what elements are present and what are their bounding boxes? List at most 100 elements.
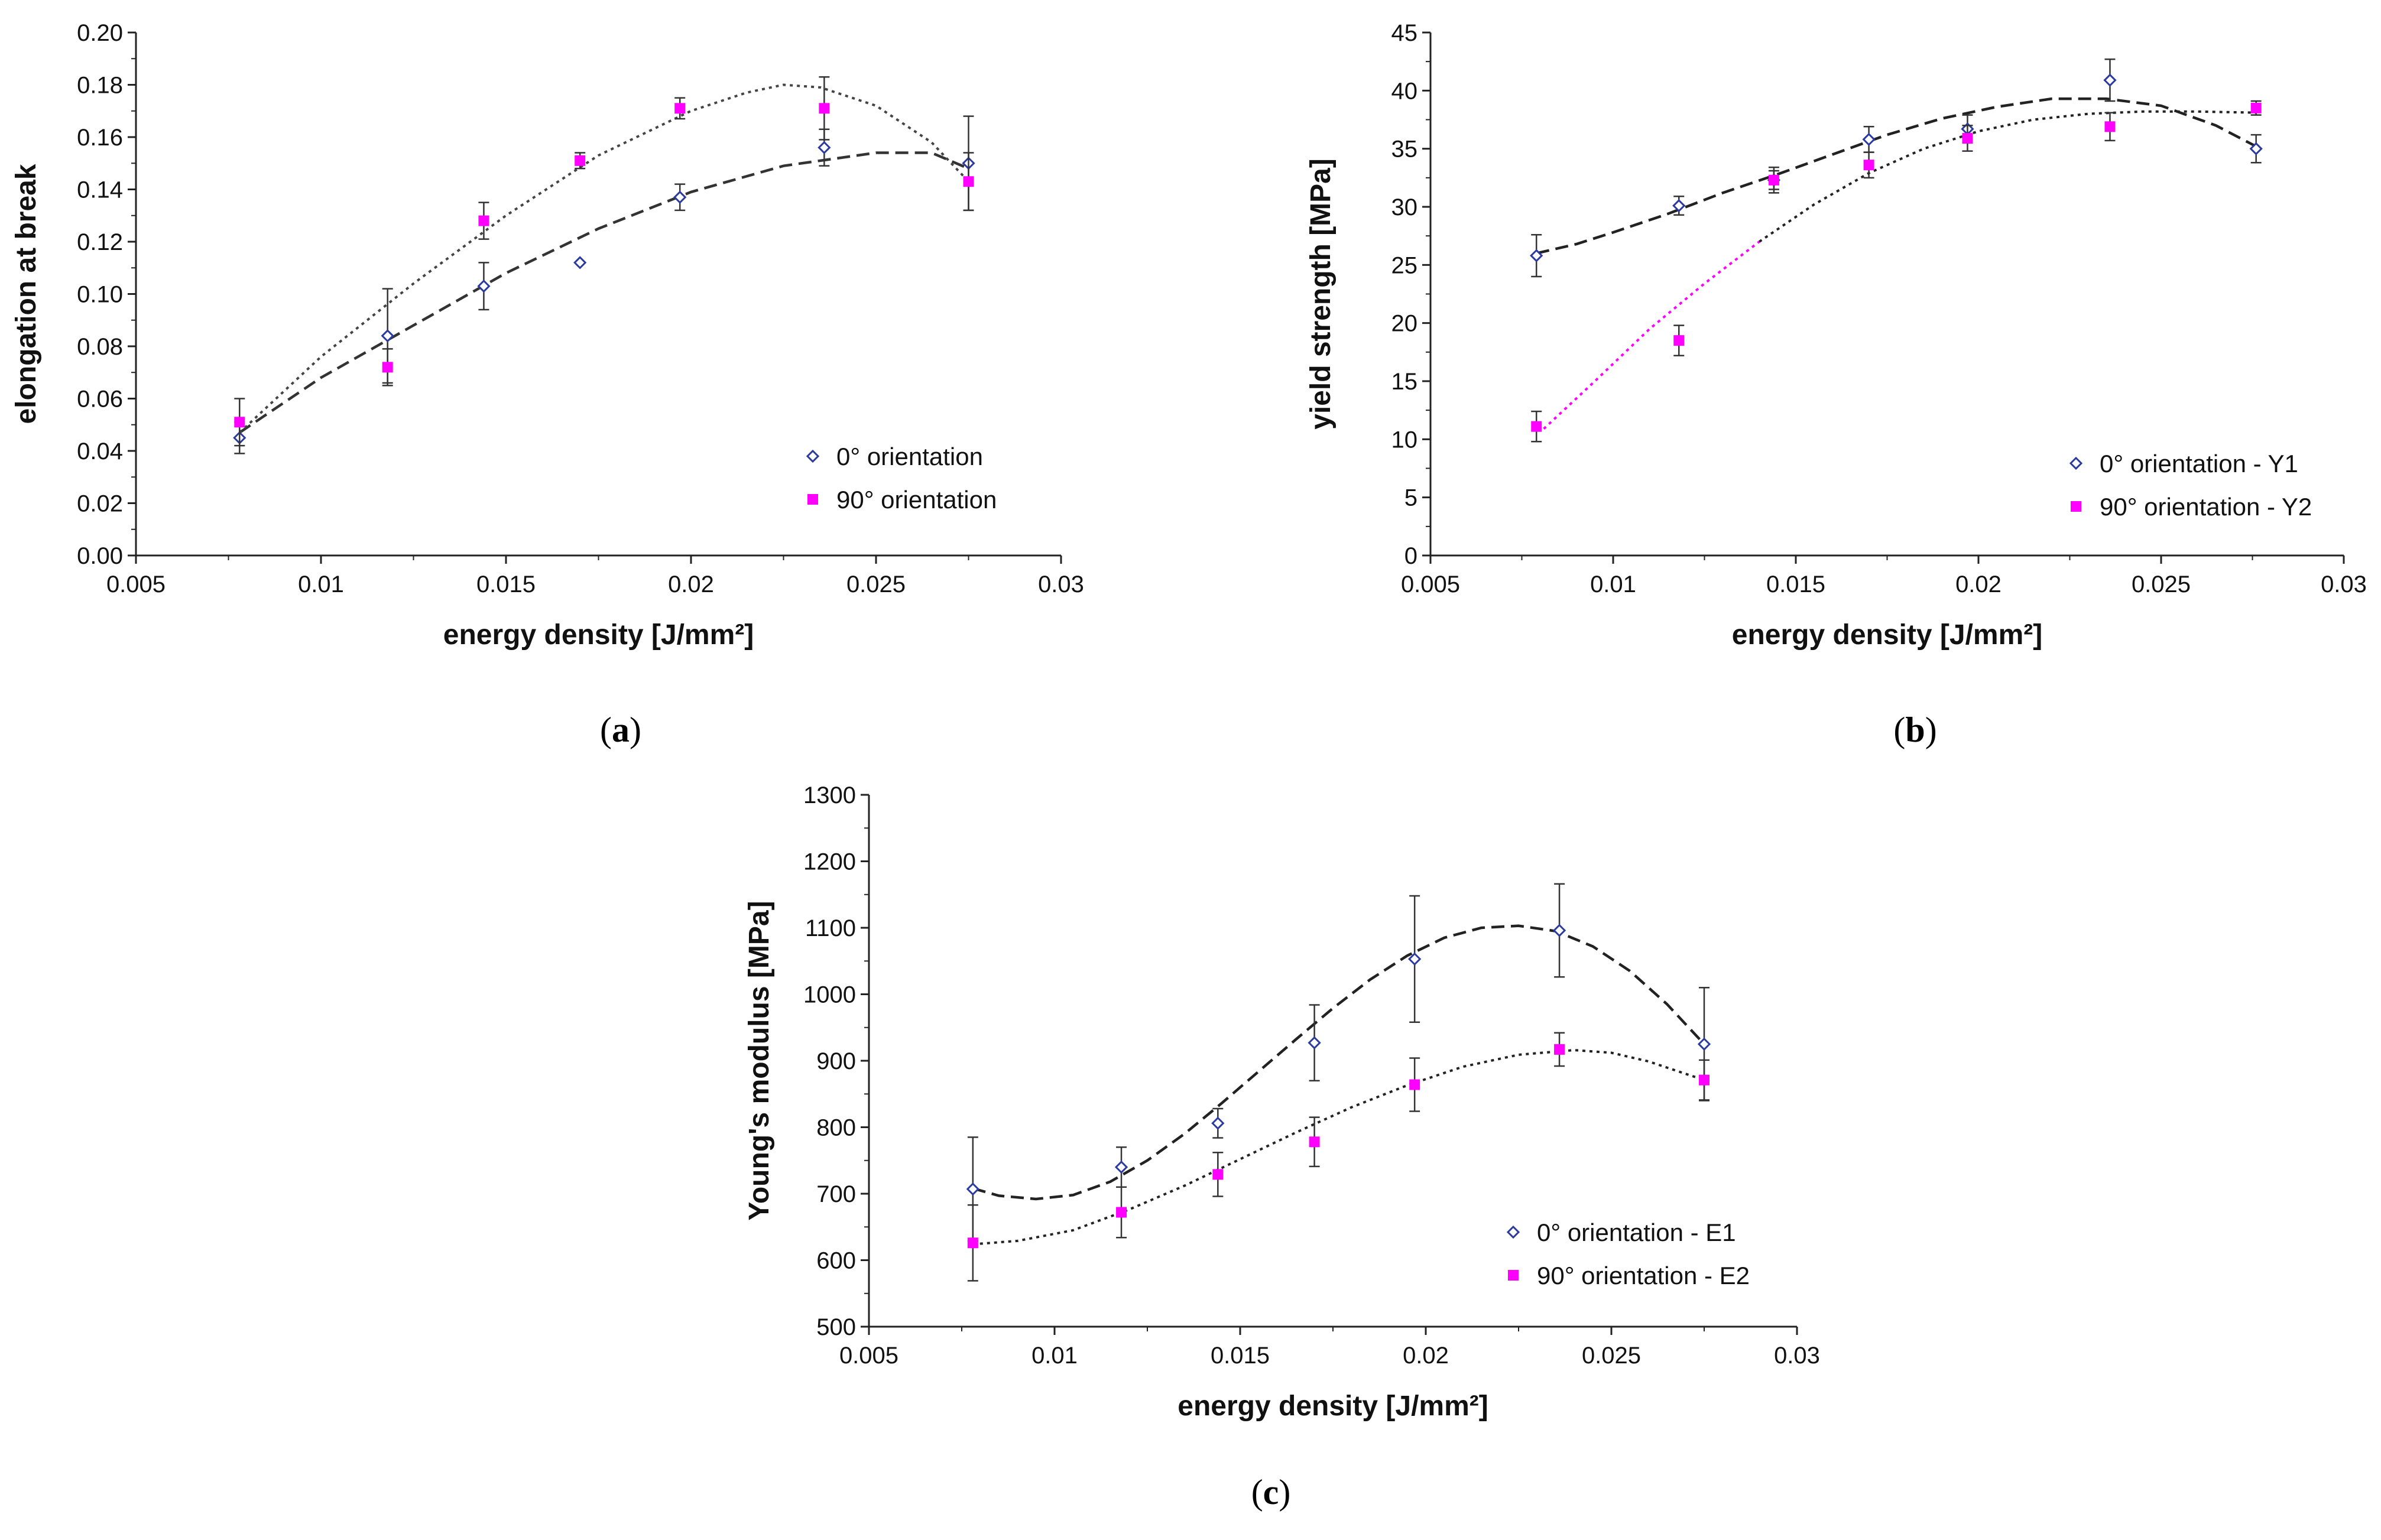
y-tick-label: 45: [1391, 20, 1418, 46]
data-point: [1672, 199, 1686, 213]
y-tick-label: 0.18: [77, 73, 123, 99]
x-tick-label: 0.01: [1031, 1343, 1078, 1369]
data-point: [234, 417, 245, 428]
data-point: [674, 103, 686, 114]
series-0-orientation: [966, 883, 1711, 1242]
legend: 0° orientation 90° orientation: [806, 443, 997, 514]
legend: 0° orientation - Y1 90° orientation - Y2: [2069, 450, 2312, 521]
y-tick-label: 600: [816, 1248, 856, 1274]
data-point: [1673, 335, 1685, 346]
x-tick-label: 0.015: [476, 571, 536, 597]
fit-curve: [972, 924, 1705, 1201]
y-tick-label: 40: [1391, 78, 1418, 104]
data-point: [477, 280, 491, 293]
x-axis-title: energy density [J/mm²]: [1177, 1390, 1488, 1422]
y-axis-title: yield strength [MPa]: [1305, 158, 1337, 430]
data-point: [1409, 1079, 1420, 1090]
y-tick-label: 0.10: [77, 282, 123, 308]
x-tick-label: 0.025: [2132, 571, 2191, 597]
y-tick-label: 30: [1391, 194, 1418, 220]
data-point: [673, 190, 687, 204]
y-tick-label: 500: [816, 1314, 856, 1340]
data-point: [1552, 924, 1566, 937]
data-point: [1962, 132, 1973, 144]
panel-a: 0.005 0.01 0.015 0.02 0.025 0.03 0.00 0.02 0.04 0…: [11, 20, 1084, 749]
x-tick-label: 0.005: [106, 571, 166, 597]
data-point: [1408, 952, 1422, 966]
legend-marker: [2071, 501, 2081, 512]
legend-entry: 90° orientation - Y2: [2100, 493, 2312, 521]
fit-curve: [238, 83, 969, 434]
data-point: [1116, 1207, 1127, 1218]
x-axis-title: energy density [J/mm²]: [1732, 619, 2042, 651]
panel-c: 0.005 0.01 0.015 0.02 0.025 0.03 500 600 700 800 9…: [744, 782, 1820, 1512]
y-tick-label: 0.14: [77, 177, 123, 203]
data-point: [1697, 1037, 1711, 1051]
y-tick-label: 5: [1404, 485, 1417, 511]
data-point: [1768, 174, 1779, 186]
data-point: [2103, 73, 2117, 87]
data-point: [382, 362, 393, 373]
x-tick-label: 0.005: [1401, 571, 1460, 597]
legend-entry: 0° orientation: [836, 443, 983, 470]
y-tick-label: 0.08: [77, 334, 123, 360]
y-tick-label: 1200: [803, 849, 856, 875]
y-tick-label: 25: [1391, 252, 1418, 278]
x-axis-title: energy density [J/mm²]: [443, 619, 754, 651]
legend-entry: 90° orientation - E2: [1537, 1262, 1750, 1289]
data-point: [478, 215, 489, 226]
series-90-orientation: [234, 76, 974, 447]
x-tick-label: 0.01: [298, 571, 344, 597]
data-point: [2249, 142, 2263, 155]
y-tick-label: 800: [816, 1115, 856, 1141]
x-tick-label: 0.025: [1582, 1343, 1641, 1369]
data-point: [2104, 121, 2116, 132]
legend-marker: [807, 494, 818, 505]
data-point: [1530, 249, 1543, 262]
data-point: [1308, 1036, 1321, 1050]
legend-marker: [1508, 1270, 1519, 1281]
x-tick-label: 0.02: [1955, 571, 2002, 597]
legend-entry: 0° orientation - Y1: [2100, 450, 2298, 477]
legend-marker: [806, 449, 820, 463]
panel-b: 0.005 0.01 0.015 0.02 0.025 0.03 0 5 10 15 20 25 30 3…: [1305, 20, 2367, 749]
data-point: [1211, 1116, 1225, 1130]
data-point: [963, 176, 974, 187]
y-tick-label: 0.00: [77, 543, 123, 569]
y-tick-label: 1300: [803, 782, 856, 808]
series-90-orientation: [967, 1032, 1709, 1282]
x-tick-label: 0.03: [1038, 571, 1084, 597]
series-90-orientation: [1531, 100, 2262, 443]
fit-curve: [1536, 97, 2257, 255]
fit-curve: [1759, 110, 2256, 243]
panel-label: (a): [600, 710, 641, 749]
x-tick-label: 0.03: [2321, 571, 2367, 597]
data-point: [1863, 160, 1874, 171]
data-point: [575, 155, 586, 166]
x-tick-label: 0.025: [846, 571, 906, 597]
series-0-orientation: [233, 115, 975, 454]
y-tick-label: 15: [1391, 369, 1418, 395]
legend-marker: [1506, 1225, 1520, 1239]
y-tick-label: 35: [1391, 137, 1418, 163]
x-tick-label: 0.02: [668, 571, 714, 597]
y-tick-label: 0.16: [77, 125, 123, 151]
x-tick-label: 0.005: [839, 1343, 898, 1369]
data-point: [1531, 421, 1542, 432]
panel-label: (c): [1251, 1473, 1291, 1512]
y-tick-label: 1000: [803, 982, 856, 1008]
y-tick-label: 20: [1391, 311, 1418, 337]
y-tick-label: 900: [816, 1048, 856, 1074]
data-point: [573, 256, 587, 269]
fit-curve: [239, 151, 969, 434]
data-point: [1212, 1169, 1224, 1180]
data-point: [819, 103, 830, 114]
series-0-orientation: [1530, 58, 2263, 278]
data-point: [381, 329, 394, 343]
y-tick-label: 0.04: [77, 438, 123, 464]
y-tick-label: 700: [816, 1181, 856, 1207]
y-tick-label: 0.06: [77, 386, 123, 412]
y-tick-label: 1100: [805, 915, 856, 941]
y-tick-label: 10: [1391, 427, 1418, 453]
